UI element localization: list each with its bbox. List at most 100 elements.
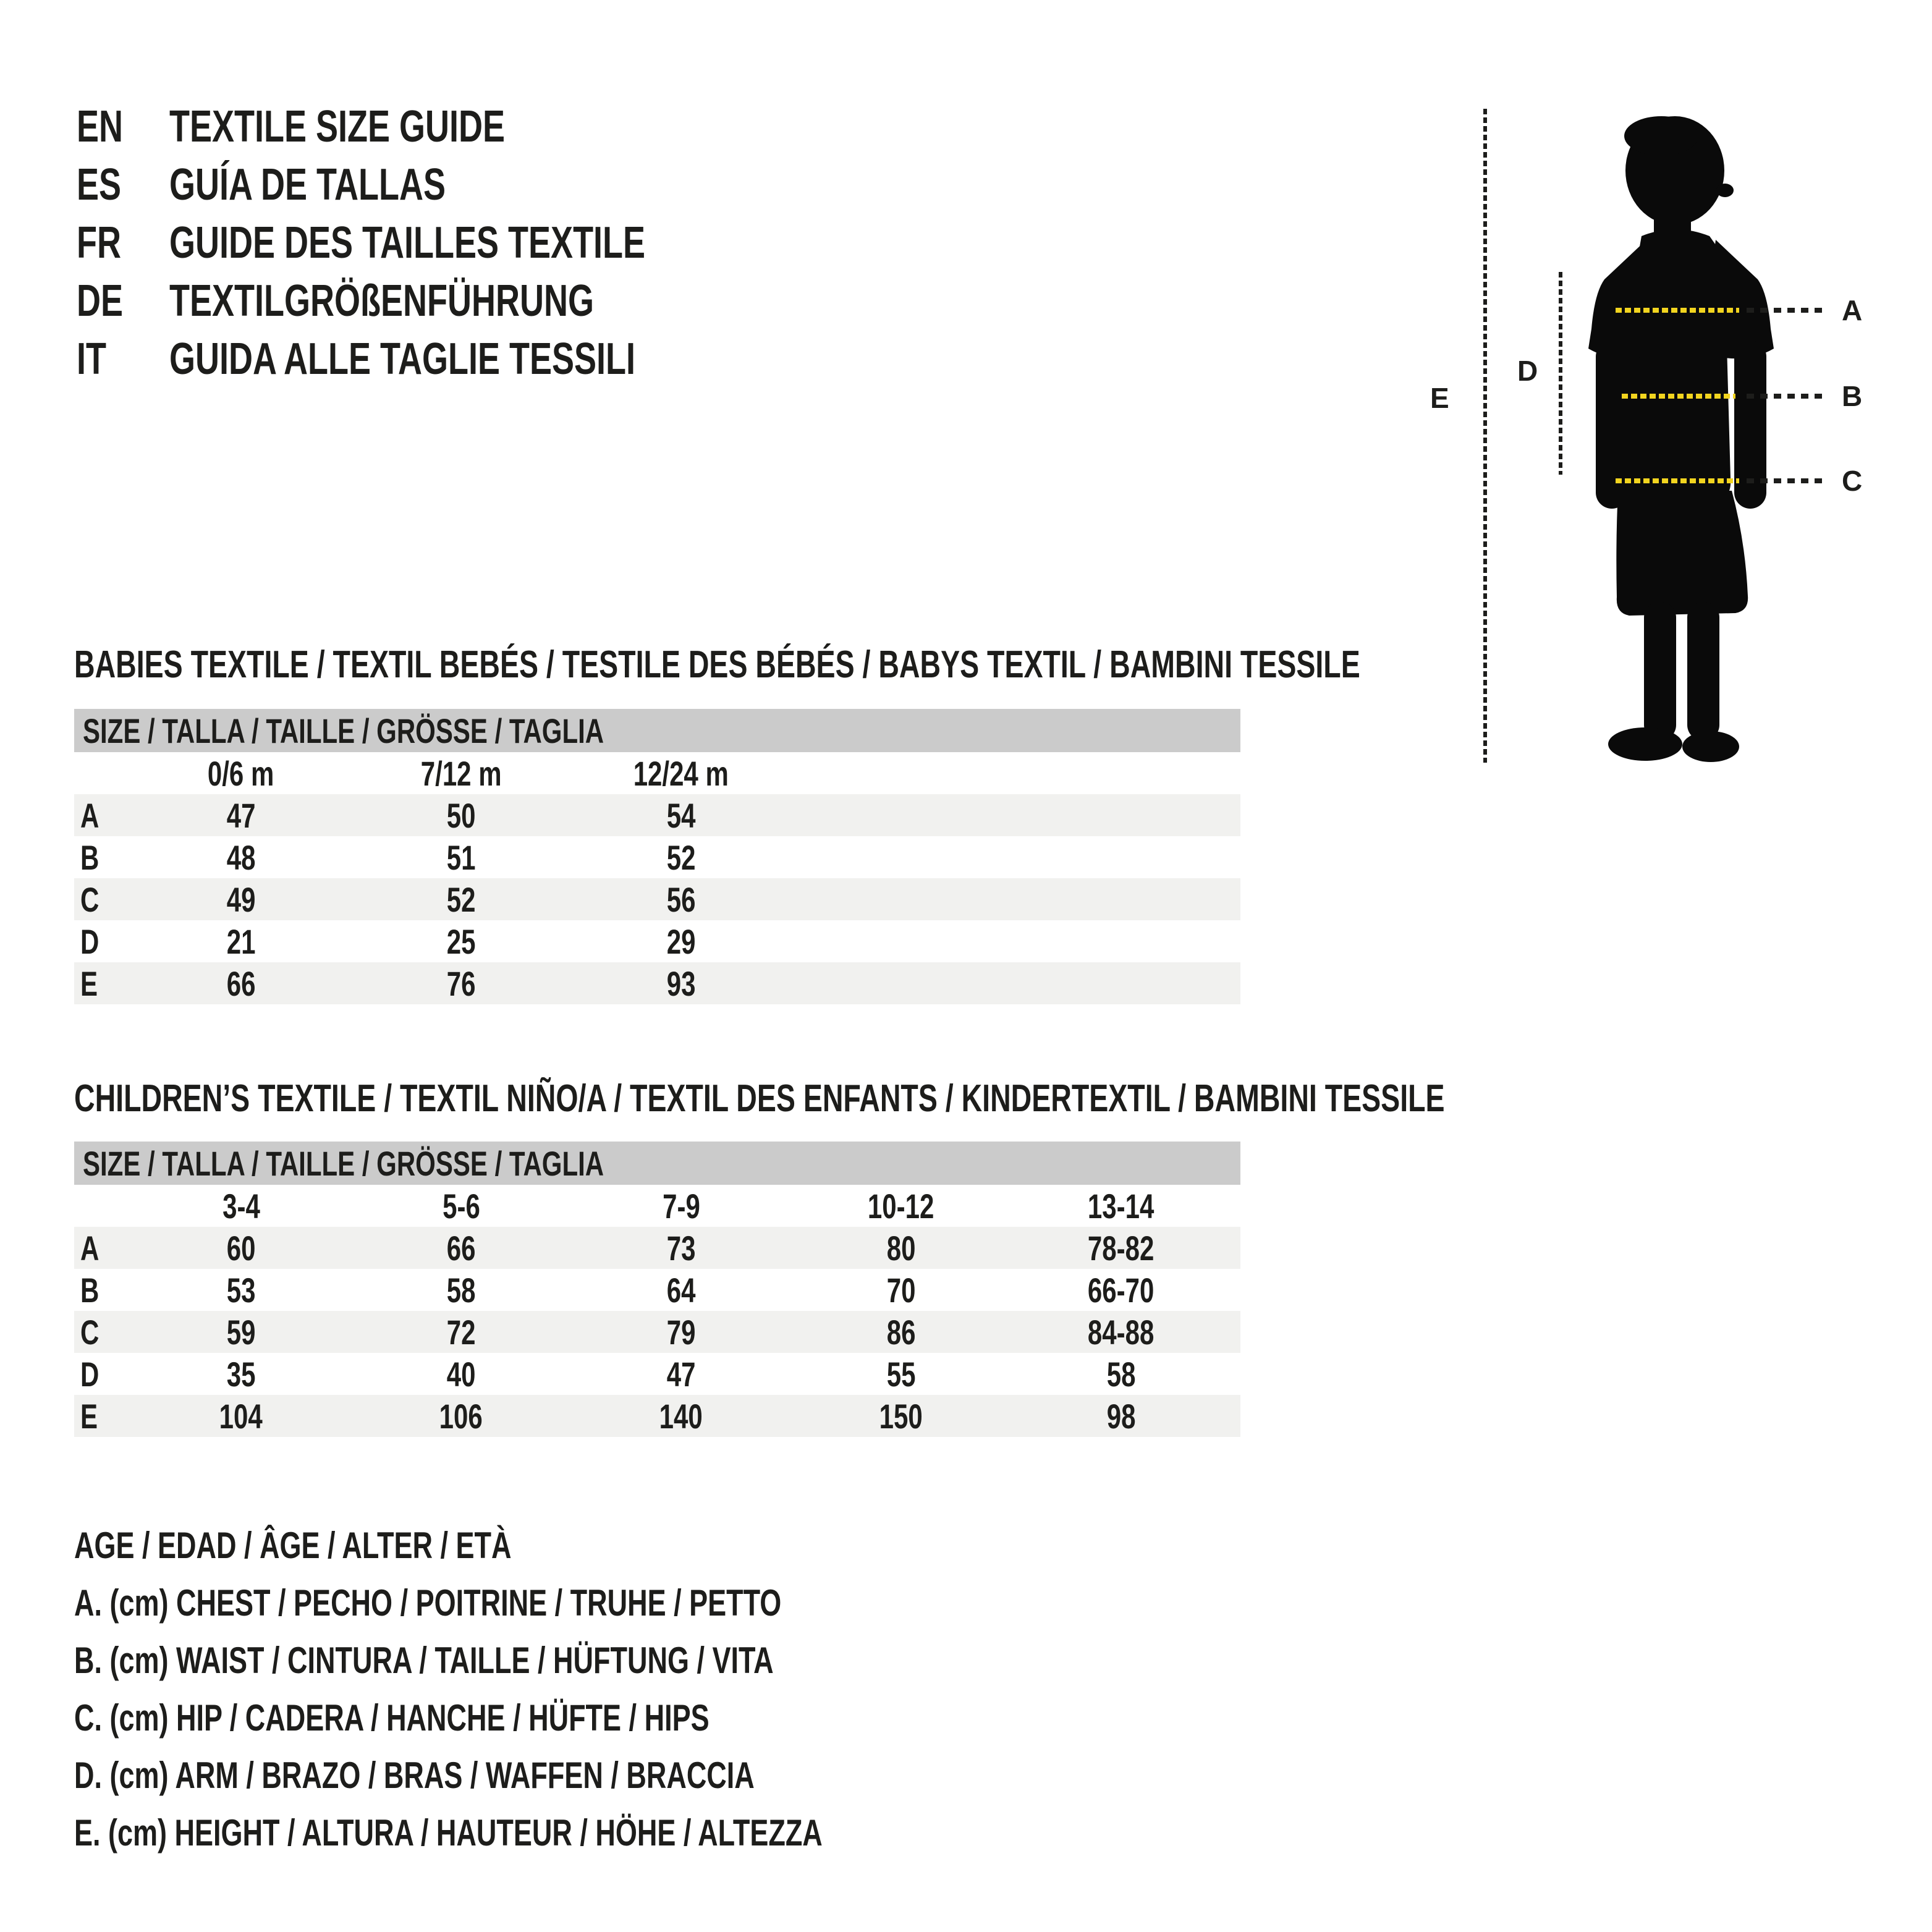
table-column-headers: 0/6 m 7/12 m 12/24 m <box>74 752 1240 794</box>
table-cell: 25 <box>446 922 476 961</box>
row-label: A <box>80 1228 100 1268</box>
size-header-bar: SIZE / TALLA / TAILLE / GRÖSSE / TAGLIA <box>74 1142 1240 1185</box>
language-row-en: EN TEXTILE SIZE GUIDE <box>77 98 804 156</box>
table-row: A 47 50 54 <box>74 794 1240 836</box>
language-row-fr: FR GUIDE DES TAILLES TEXTILE <box>77 214 804 272</box>
row-label: E <box>80 964 98 1003</box>
height-measure-dotted-line <box>1483 109 1487 763</box>
table-cell: 54 <box>666 795 696 835</box>
row-label: D <box>80 922 100 961</box>
language-row-it: IT GUIDA ALLE TAGLIE TESSILI <box>77 330 804 388</box>
table-cell: 53 <box>226 1270 256 1310</box>
table-cell: 47 <box>666 1354 696 1394</box>
table-cell: 0/6 m <box>208 753 274 793</box>
arm-measure-dotted-line <box>1559 272 1562 475</box>
table-cell: 21 <box>226 922 256 961</box>
table-cell: 70 <box>886 1270 916 1310</box>
table-cell: 7/12 m <box>420 753 502 793</box>
table-cell: 56 <box>666 879 696 919</box>
table-row: E 66 76 93 <box>74 962 1240 1004</box>
hip-measure-label: C <box>1842 465 1863 497</box>
babies-section-title: BABIES TEXTILE / TEXTIL BEBÉS / TESTILE … <box>74 643 1360 686</box>
table-cell: 59 <box>226 1312 256 1352</box>
waist-measure-label: B <box>1842 380 1863 412</box>
table-cell: 80 <box>886 1228 916 1268</box>
waist-line-yellow-dashes <box>1622 394 1735 399</box>
table-cell: 51 <box>446 837 476 877</box>
table-cell: 79 <box>666 1312 696 1352</box>
legend-hip: C. (cm) HIP / CADERA / HANCHE / HÜFTE / … <box>74 1697 710 1739</box>
table-row: B 53 58 64 70 66-70 <box>74 1269 1240 1311</box>
table-cell: 7-9 <box>662 1186 700 1226</box>
table-cell: 78-82 <box>1088 1228 1155 1268</box>
row-label: C <box>80 879 100 919</box>
table-cell: 48 <box>226 837 256 877</box>
row-label: B <box>80 1270 100 1310</box>
table-cell: 12/24 m <box>633 753 729 793</box>
table-cell: 66 <box>446 1228 476 1268</box>
table-cell: 35 <box>226 1354 256 1394</box>
table-row: C 59 72 79 86 84-88 <box>74 1311 1240 1353</box>
language-code: FR <box>77 218 121 268</box>
guide-title-it: GUIDA ALLE TAGLIE TESSILI <box>169 334 635 384</box>
chest-measure-label: A <box>1842 294 1863 326</box>
row-label: C <box>80 1312 100 1352</box>
table-row: E 104 106 140 150 98 <box>74 1395 1240 1437</box>
legend-arm: D. (cm) ARM / BRAZO / BRAS / WAFFEN / BR… <box>74 1755 755 1796</box>
row-label: D <box>80 1354 100 1394</box>
table-cell: 55 <box>886 1354 916 1394</box>
table-cell: 140 <box>659 1396 703 1436</box>
table-cell: 29 <box>666 922 696 961</box>
language-title-block: EN TEXTILE SIZE GUIDE ES GUÍA DE TALLAS … <box>77 98 804 388</box>
chest-line-yellow-dashes <box>1616 308 1739 313</box>
language-row-es: ES GUÍA DE TALLAS <box>77 156 804 214</box>
table-cell: 52 <box>666 837 696 877</box>
children-size-table: SIZE / TALLA / TAILLE / GRÖSSE / TAGLIA … <box>74 1142 1240 1437</box>
table-cell: 50 <box>446 795 476 835</box>
table-row: C 49 52 56 <box>74 878 1240 920</box>
legend-chest: A. (cm) CHEST / PECHO / POITRINE / TRUHE… <box>74 1582 782 1624</box>
table-cell: 58 <box>446 1270 476 1310</box>
waist-line-dark-dashes <box>1747 394 1822 399</box>
chest-line-dark-dashes <box>1747 308 1822 313</box>
table-cell: 93 <box>666 964 696 1003</box>
table-cell: 73 <box>666 1228 696 1268</box>
table-cell: 13-14 <box>1088 1186 1155 1226</box>
child-silhouette <box>1588 116 1774 762</box>
language-code: IT <box>77 334 106 384</box>
children-section-title: CHILDREN’S TEXTILE / TEXTIL NIÑO/A / TEX… <box>74 1077 1445 1120</box>
table-cell: 84-88 <box>1088 1312 1155 1352</box>
table-cell: 150 <box>879 1396 923 1436</box>
legend-waist: B. (cm) WAIST / CINTURA / TAILLE / HÜFTU… <box>74 1640 774 1681</box>
table-cell: 3-4 <box>222 1186 260 1226</box>
table-row: D 35 40 47 55 58 <box>74 1353 1240 1395</box>
table-cell: 5-6 <box>442 1186 480 1226</box>
table-cell: 52 <box>446 879 476 919</box>
hip-line-yellow-dashes <box>1616 478 1739 483</box>
table-cell: 64 <box>666 1270 696 1310</box>
arm-measure-label: D <box>1517 355 1538 387</box>
table-cell: 104 <box>219 1396 263 1436</box>
table-cell: 49 <box>226 879 256 919</box>
table-cell: 76 <box>446 964 476 1003</box>
table-cell: 72 <box>446 1312 476 1352</box>
table-cell: 66 <box>226 964 256 1003</box>
language-code: EN <box>77 102 124 151</box>
row-label: A <box>80 795 100 835</box>
guide-title-es: GUÍA DE TALLAS <box>169 160 446 210</box>
table-cell: 86 <box>886 1312 916 1352</box>
table-cell: 47 <box>226 795 256 835</box>
language-code: ES <box>77 160 122 210</box>
guide-title-fr: GUIDE DES TAILLES TEXTILE <box>169 218 646 268</box>
table-cell: 10-12 <box>868 1186 934 1226</box>
hip-line-dark-dashes <box>1747 478 1822 483</box>
table-row: D 21 25 29 <box>74 920 1240 962</box>
height-measure-label: E <box>1430 382 1449 414</box>
legend-height: E. (cm) HEIGHT / ALTURA / HAUTEUR / HÖHE… <box>74 1812 823 1854</box>
size-header-bar: SIZE / TALLA / TAILLE / GRÖSSE / TAGLIA <box>74 709 1240 752</box>
table-cell: 58 <box>1106 1354 1136 1394</box>
legend-age: AGE / EDAD / ÂGE / ALTER / ETÀ <box>74 1525 512 1566</box>
guide-title-en: TEXTILE SIZE GUIDE <box>169 102 506 151</box>
row-label: B <box>80 837 100 877</box>
